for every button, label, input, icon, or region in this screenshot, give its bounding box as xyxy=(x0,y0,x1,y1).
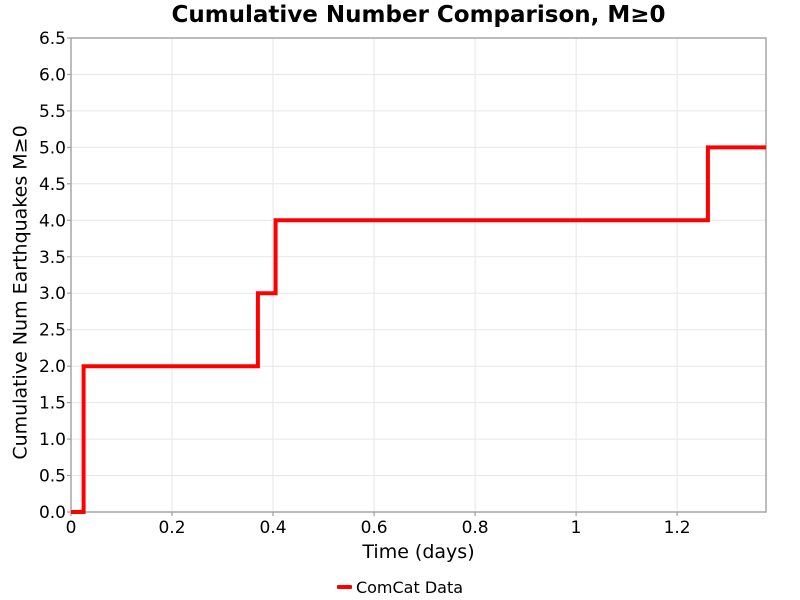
y-tick-label: 1.0 xyxy=(39,430,66,450)
y-tick-label: 1.5 xyxy=(39,394,66,414)
plot-spines xyxy=(70,37,767,513)
x-tick-label: 1.2 xyxy=(664,518,691,538)
x-axis-label: Time (days) xyxy=(362,541,475,563)
x-tick-label: 0.8 xyxy=(462,518,489,538)
y-tick-label: 5.0 xyxy=(39,138,66,158)
y-tick-label: 6.0 xyxy=(39,66,66,86)
x-tick-label: 1 xyxy=(571,518,582,538)
y-tick-label: 5.5 xyxy=(39,102,66,122)
x-tick-label: 0.4 xyxy=(259,518,286,538)
y-tick-label: 3.5 xyxy=(39,248,66,268)
chart-title: Cumulative Number Comparison, M≥0 xyxy=(171,2,666,28)
legend: ComCat Data xyxy=(0,576,800,598)
y-tick-label: 0.0 xyxy=(39,503,66,523)
y-tick-label: 4.0 xyxy=(39,211,66,231)
legend-line-marker xyxy=(336,585,352,589)
y-tick-label: 4.5 xyxy=(39,175,66,195)
y-tick-label: 3.0 xyxy=(39,284,66,304)
y-tick-label: 2.0 xyxy=(39,357,66,377)
x-tick-label: 0.6 xyxy=(361,518,388,538)
series-line-comcat-data xyxy=(71,145,766,514)
x-tick-label: 0.2 xyxy=(158,518,185,538)
y-tick-label: 2.5 xyxy=(39,321,66,341)
y-tick-label: 6.5 xyxy=(39,29,66,49)
x-tick-label: 0 xyxy=(66,518,77,538)
y-tick-label: 0.5 xyxy=(39,467,66,487)
legend-label: ComCat Data xyxy=(355,577,464,597)
